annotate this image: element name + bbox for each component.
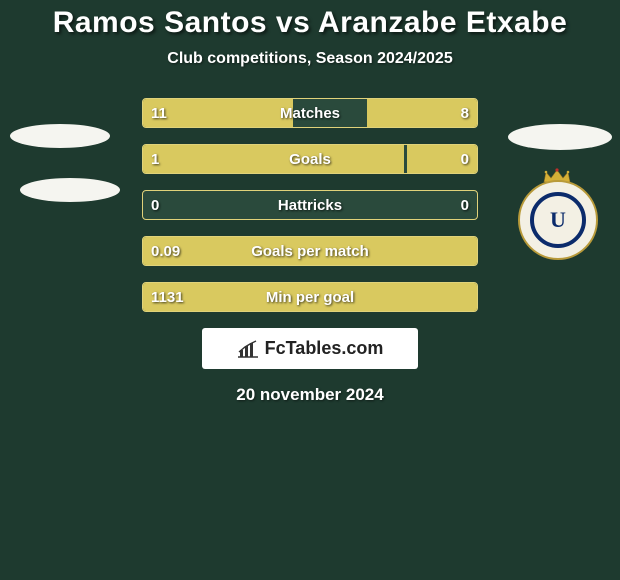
bar-chart-icon — [237, 340, 259, 358]
date: 20 november 2024 — [0, 385, 620, 405]
stat-label: Min per goal — [143, 283, 477, 311]
stat-label: Goals per match — [143, 237, 477, 265]
stat-rows: 118Matches 10Goals 00Hattricks 0.09Goals pe… — [142, 98, 478, 312]
stat-row: 118Matches — [142, 98, 478, 128]
right-team-crest: U — [518, 180, 598, 260]
stat-row: 1131Min per goal — [142, 282, 478, 312]
stat-label: Hattricks — [143, 191, 477, 219]
fctables-logo: FcTables.com — [202, 328, 418, 369]
crest-letter: U — [550, 207, 566, 233]
logo-text: FcTables.com — [265, 338, 384, 359]
left-team-badge-1 — [10, 124, 110, 148]
right-team-badge-1 — [508, 124, 612, 150]
stat-label: Goals — [143, 145, 477, 173]
subtitle: Club competitions, Season 2024/2025 — [0, 50, 620, 68]
page-title: Ramos Santos vs Aranzabe Etxabe — [0, 0, 620, 40]
stat-row: 0.09Goals per match — [142, 236, 478, 266]
stat-row: 00Hattricks — [142, 190, 478, 220]
crest-ring: U — [530, 192, 586, 248]
stat-row: 10Goals — [142, 144, 478, 174]
stat-label: Matches — [143, 99, 477, 127]
left-team-badge-2 — [20, 178, 120, 202]
